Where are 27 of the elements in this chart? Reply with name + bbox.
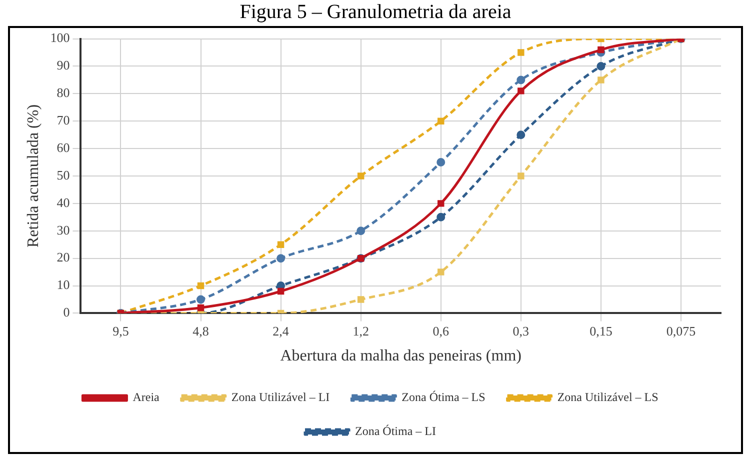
y-tick-label: 60 — [56, 140, 70, 155]
y-tick-label: 100 — [50, 30, 70, 46]
y-tick-label: 0 — [63, 304, 70, 320]
y-tick-label: 80 — [56, 85, 70, 100]
legend-label: Areia — [132, 390, 160, 404]
y-tick-label: 30 — [56, 222, 70, 238]
y-tick-label: 40 — [56, 194, 70, 210]
x-tick-label: 9,5 — [112, 323, 129, 338]
legend-label: Zona Utilizável – LS — [557, 390, 658, 404]
x-tick-label: 0,3 — [512, 323, 530, 338]
legend-label: Zona Ótima – LI — [355, 424, 436, 438]
x-axis-title: Abertura da malha das peneiras (mm) — [280, 348, 522, 365]
legend-label: Zona Utilizável – LI — [231, 390, 330, 404]
x-tick-label: 2,4 — [272, 323, 290, 338]
y-tick-label: 20 — [56, 250, 70, 265]
chart-title: Figura 5 – Granulometria da areia — [238, 0, 512, 25]
x-tick-label: 1,2 — [352, 323, 369, 338]
y-tick-label: 50 — [56, 167, 70, 182]
legend-label: Zona Ótima – LS — [402, 390, 486, 404]
x-tick-label: 0,075 — [666, 323, 696, 338]
y-tick-label: 90 — [56, 58, 70, 73]
y-tick-label: 70 — [56, 112, 70, 128]
x-tick-label: 0,6 — [432, 323, 450, 338]
y-axis-title: Retida acumulada (%) — [24, 104, 42, 248]
x-tick-label: 4,8 — [192, 323, 209, 338]
y-tick-label: 10 — [56, 277, 70, 292]
x-tick-label: 0,15 — [590, 323, 612, 338]
